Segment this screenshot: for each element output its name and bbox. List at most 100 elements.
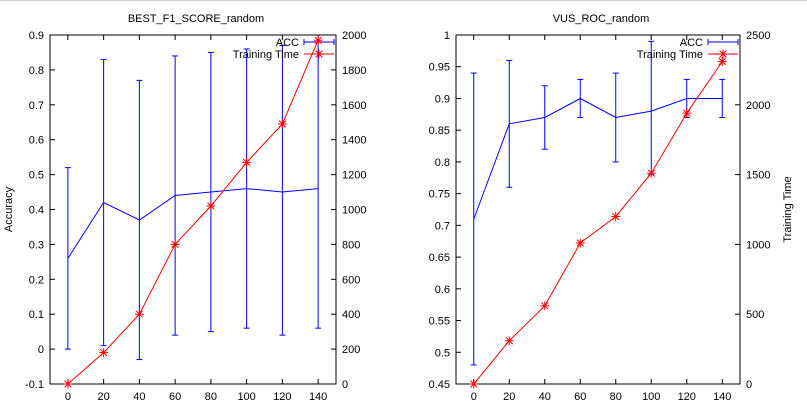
y-tick-label: 0.9: [435, 93, 450, 105]
x-tick-label: 80: [205, 391, 217, 403]
y2-tick-label: 2000: [746, 100, 770, 112]
x-tick-label: 60: [169, 391, 181, 403]
y2-tick-label: 200: [342, 344, 360, 356]
top-divider: [0, 0, 807, 1]
marker-stroke: [505, 336, 513, 345]
x-tick-label: 140: [713, 391, 731, 403]
y2-tick-label: 800: [342, 239, 360, 251]
y-tick-label: 0.9: [29, 30, 44, 42]
marker-stroke: [314, 36, 322, 44]
series-line: [67, 40, 319, 385]
data-point: [206, 201, 216, 211]
data-point: [277, 119, 287, 129]
y-tick-label: 0.75: [429, 189, 450, 201]
series-line: [473, 61, 723, 385]
legend-marker: [315, 50, 323, 58]
y-tick-label: 0.65: [429, 252, 450, 264]
y-tick-label: 0.8: [29, 65, 44, 77]
series-line: [473, 97, 723, 220]
x-tick-label: 60: [574, 391, 586, 403]
data-point: [170, 239, 180, 249]
data-point: [646, 168, 656, 178]
data-point: [134, 309, 144, 319]
x-tick-label: 0: [471, 391, 477, 403]
y2-tick-label: 1000: [746, 239, 770, 251]
y2-tick-label: 2000: [342, 30, 366, 42]
x-tick-label: 20: [503, 391, 515, 403]
x-tick-label: 140: [309, 391, 327, 403]
y2-tick-label: 1500: [746, 170, 770, 182]
x-tick-label: 40: [539, 391, 551, 403]
x-tick-label: 120: [273, 391, 291, 403]
y-tick-label: 0.2: [29, 274, 44, 286]
legend-label: ACC: [276, 37, 299, 49]
y2-tick-label: 1200: [342, 170, 366, 182]
y2-tick-label: 400: [342, 309, 360, 321]
data-point: [469, 379, 479, 389]
chart-title: BEST_F1_SCORE_random: [128, 13, 264, 25]
data-point: [63, 379, 73, 389]
data-point: [99, 348, 109, 358]
marker-stroke: [612, 212, 620, 221]
y-tick-label: 0.95: [429, 62, 450, 74]
marker-stroke: [470, 380, 478, 388]
x-tick-label: 20: [98, 391, 110, 403]
x-tick-label: 100: [237, 391, 255, 403]
y-tick-label: 0.85: [429, 125, 450, 137]
legend-label: Training Time: [637, 49, 703, 61]
y2-tick-label: 2500: [746, 30, 770, 42]
y-tick-label: -0.1: [25, 379, 44, 391]
y-tick-label: 0.4: [29, 205, 44, 217]
marker-stroke: [135, 310, 144, 318]
y-tick-label: 0.3: [29, 239, 44, 251]
y-tick-label: 0.5: [435, 347, 450, 359]
marker-stroke: [207, 202, 215, 210]
y-axis-label: Accuracy: [3, 186, 15, 232]
marker-stroke: [576, 239, 584, 247]
series-line: [67, 188, 319, 259]
legend-label: Training Time: [233, 49, 299, 61]
marker-stroke: [647, 169, 655, 177]
y-tick-label: 0.1: [29, 309, 44, 321]
y2-tick-label: 1000: [342, 205, 366, 217]
plot-frame: [455, 34, 741, 385]
legend-marker: [719, 50, 727, 58]
y2-tick-label: 500: [746, 309, 764, 321]
legend-label: ACC: [680, 37, 703, 49]
y-tick-label: 0.6: [29, 135, 44, 147]
y2-tick-label: 0: [342, 379, 348, 391]
y-tick-label: 0.55: [429, 316, 450, 328]
data-point: [504, 336, 514, 346]
y-tick-label: 1: [444, 30, 450, 42]
marker-stroke: [541, 302, 549, 310]
y-tick-label: 0.6: [435, 284, 450, 296]
chart-title: VUS_ROC_random: [553, 13, 650, 25]
x-tick-label: 120: [678, 391, 696, 403]
y2-axis-label: Training Time: [782, 176, 794, 242]
data-point: [611, 211, 621, 221]
y-tick-label: 0.5: [29, 170, 44, 182]
y2-tick-label: 1400: [342, 135, 366, 147]
x-tick-label: 80: [610, 391, 622, 403]
y-tick-label: 0.8: [435, 157, 450, 169]
marker-stroke: [171, 240, 179, 249]
data-point: [717, 57, 727, 67]
data-point: [575, 238, 585, 248]
y-tick-label: 0.45: [429, 379, 450, 391]
marker-stroke: [99, 348, 108, 357]
data-point: [540, 301, 550, 311]
y2-tick-label: 0: [746, 379, 752, 391]
marker-stroke: [278, 120, 287, 128]
marker-stroke: [242, 158, 251, 167]
data-point: [682, 108, 692, 118]
y-tick-label: 0.7: [29, 100, 44, 112]
x-tick-label: 40: [133, 391, 145, 403]
plot-frame: [49, 34, 337, 385]
data-point: [242, 157, 252, 167]
y2-tick-label: 1600: [342, 100, 366, 112]
y2-tick-label: 1800: [342, 65, 366, 77]
y2-tick-label: 600: [342, 274, 360, 286]
marker-stroke: [718, 57, 726, 66]
x-tick-label: 100: [642, 391, 660, 403]
y-tick-label: 0.7: [435, 220, 450, 232]
